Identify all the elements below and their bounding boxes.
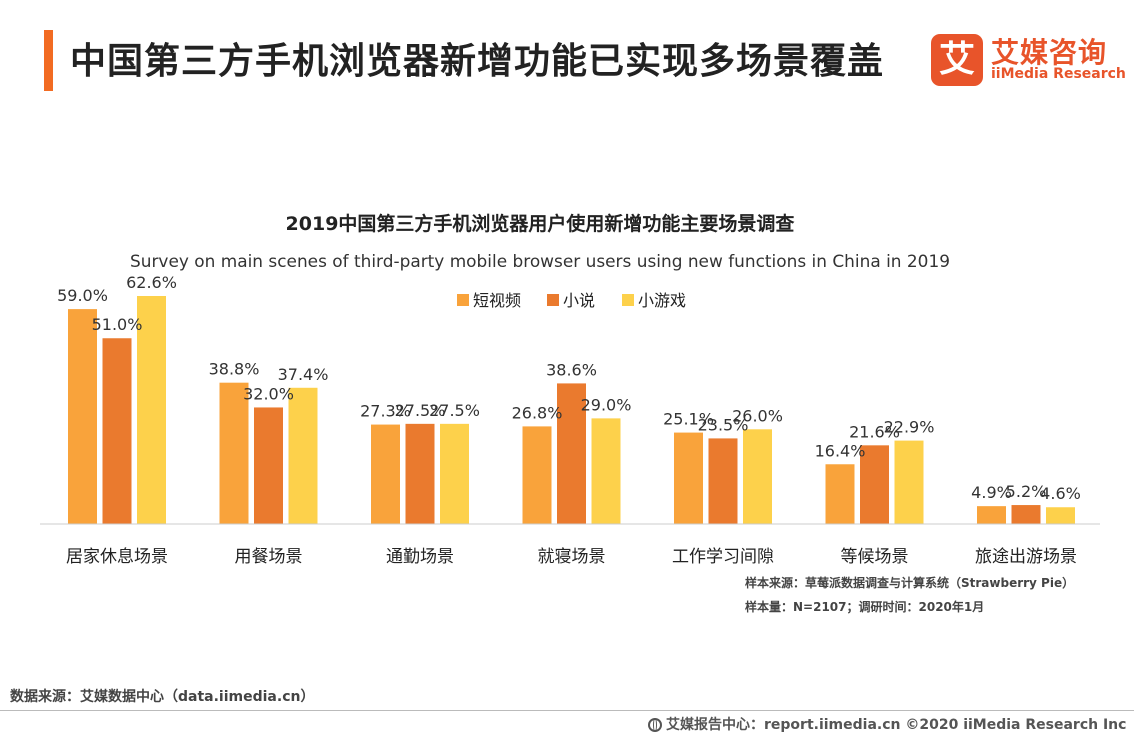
x-tick-label-0: 居家休息场景 (66, 547, 168, 567)
legend-swatch-1 (547, 294, 559, 306)
chart-title: 2019中国第三方手机浏览器用户使用新增功能主要场景调查 (286, 212, 796, 235)
bar-3-2 (591, 418, 621, 524)
title-accent-bar (44, 30, 53, 91)
bar-0-0 (68, 309, 97, 524)
x-tick-label-5: 等候场景 (841, 547, 909, 567)
bar-marks (68, 296, 1075, 524)
legend-label-0: 短视频 (473, 291, 521, 310)
value-label-6-2: 4.6% (1040, 484, 1081, 503)
x-tick-label-1: 用餐场景 (235, 547, 303, 567)
chart-subtitle: Survey on main scenes of third-party mob… (130, 252, 950, 272)
sample-size-note: 样本量：N=2107；调研时间：2020年1月 (745, 600, 985, 614)
bar-6-0 (977, 506, 1006, 524)
value-label-0-2: 62.6% (126, 273, 177, 292)
bar-1-0 (219, 382, 249, 524)
bar-6-1 (1011, 505, 1041, 524)
bar-4-2 (743, 429, 772, 524)
x-axis-ticks: 居家休息场景 用餐场景 通勤场景 就寝场景 工作学习间隙 等候场景 旅途出游场景 (66, 546, 1077, 567)
bar-3-0 (522, 426, 552, 524)
bar-5-0 (825, 464, 855, 524)
bar-6-2 (1046, 507, 1075, 524)
value-label-1-2: 37.4% (278, 365, 329, 384)
legend-swatch-0 (457, 294, 469, 306)
sample-source-note: 样本来源：草莓派数据调查与计算系统（Strawberry Pie） (745, 576, 1075, 590)
globe-icon (648, 718, 662, 732)
value-label-4-1: 23.5% (698, 415, 749, 434)
chart-legend: 短视频 小说 小游戏 (457, 291, 686, 310)
bar-3-1 (557, 383, 586, 524)
value-label-3-1: 38.6% (546, 360, 597, 379)
x-tick-label-6: 旅途出游场景 (975, 547, 1077, 567)
value-label-6-1: 5.2% (1006, 482, 1047, 501)
value-label-2-1: 27.5% (395, 401, 446, 420)
value-label-3-2: 29.0% (581, 395, 632, 414)
iimedia-logo[interactable]: 艾 艾媒咨询 iiMedia Research (931, 31, 1126, 87)
logo-mark-icon: 艾 (931, 34, 983, 86)
bar-0-2 (137, 296, 166, 524)
bar-5-2 (894, 440, 924, 524)
legend-label-1: 小说 (563, 291, 595, 310)
value-label-6-0: 4.9% (971, 483, 1012, 502)
value-label-0-0: 59.0% (57, 286, 108, 305)
bar-0-1 (102, 338, 132, 524)
x-tick-label-4: 工作学习间隙 (672, 547, 774, 567)
value-label-3-0: 26.8% (512, 403, 563, 422)
bar-2-0 (371, 424, 400, 524)
value-label-0-1: 51.0% (92, 315, 143, 334)
bar-5-1 (860, 445, 889, 524)
logo-chinese-name: 艾媒咨询 (991, 36, 1108, 69)
data-labels: 59.0%51.0%62.6%38.8%32.0%37.4%27.3%27.5%… (57, 273, 1081, 503)
legend-label-2: 小游戏 (638, 291, 686, 310)
x-tick-label-2: 通勤场景 (386, 547, 454, 567)
footer-report-text: 艾媒报告中心：report.iimedia.cn ©2020 iiMedia R… (666, 717, 1127, 733)
bar-2-2 (440, 423, 469, 524)
value-label-2-0: 27.3% (360, 402, 411, 421)
value-label-5-2: 22.9% (884, 418, 935, 437)
bar-4-1 (708, 438, 738, 524)
bar-2-1 (405, 423, 435, 524)
bar-1-1 (254, 407, 283, 524)
logo-english-name: iiMedia Research (991, 66, 1126, 82)
page-title: 中国第三方手机浏览器新增功能已实现多场景覆盖 (70, 41, 885, 82)
value-label-2-2: 27.5% (429, 401, 480, 420)
footer-report-center[interactable]: 艾媒报告中心：report.iimedia.cn ©2020 iiMedia R… (648, 714, 1126, 734)
value-label-5-1: 21.6% (849, 422, 900, 441)
legend-swatch-2 (622, 294, 634, 306)
bar-4-0 (674, 432, 703, 524)
value-label-1-0: 38.8% (209, 360, 260, 379)
value-label-4-2: 26.0% (732, 406, 783, 425)
footer-divider (0, 710, 1134, 711)
x-tick-label-3: 就寝场景 (538, 546, 606, 567)
value-label-5-0: 16.4% (815, 441, 866, 460)
footer-data-source: 数据来源：艾媒数据中心（data.iimedia.cn） (10, 689, 315, 705)
value-label-1-1: 32.0% (243, 384, 294, 403)
value-label-4-0: 25.1% (663, 410, 714, 429)
bar-1-2 (288, 387, 318, 524)
